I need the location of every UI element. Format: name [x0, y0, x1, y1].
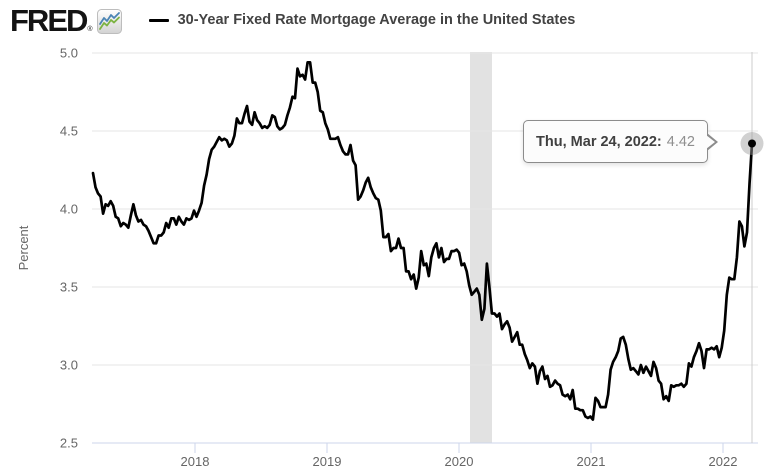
- tooltip-value: 4.42: [666, 133, 695, 150]
- y-tick-label: 3.5: [60, 280, 78, 295]
- y-tick-label: 5.0: [60, 46, 78, 61]
- x-tick-label: 2021: [577, 454, 606, 469]
- x-tick-label: 2022: [709, 454, 738, 469]
- tooltip: Thu, Mar 24, 2022: 4.42: [523, 120, 718, 163]
- y-tick-label: 2.5: [60, 436, 78, 451]
- x-tick-label: 2019: [313, 454, 342, 469]
- x-tick-label: 2020: [445, 454, 474, 469]
- chart-header: FRED ® 30-Year Fixed Rate Mortgage Avera…: [10, 4, 575, 38]
- legend-dash-icon: [148, 18, 169, 22]
- data-line[interactable]: [91, 61, 754, 421]
- y-tick-label: 4.5: [60, 124, 78, 139]
- recession-band: [470, 52, 492, 443]
- y-tick-label: 3.0: [60, 358, 78, 373]
- legend-label: 30-Year Fixed Rate Mortgage Average in t…: [177, 12, 576, 28]
- y-tick-label: 4.0: [60, 202, 78, 217]
- sparkline-icon: [96, 9, 122, 34]
- legend-item[interactable]: 30-Year Fixed Rate Mortgage Average in t…: [148, 12, 576, 28]
- fred-wordmark: FRED: [10, 3, 88, 38]
- marker-dot[interactable]: [748, 139, 756, 148]
- tooltip-date: Thu, Mar 24, 2022:: [536, 133, 662, 150]
- x-tick-label: 2018: [181, 454, 210, 469]
- y-axis-title: Percent: [16, 225, 31, 270]
- registered-mark: ®: [87, 26, 93, 33]
- fred-logo[interactable]: FRED ®: [10, 3, 122, 38]
- tooltip-arrow-fill: [706, 134, 715, 149]
